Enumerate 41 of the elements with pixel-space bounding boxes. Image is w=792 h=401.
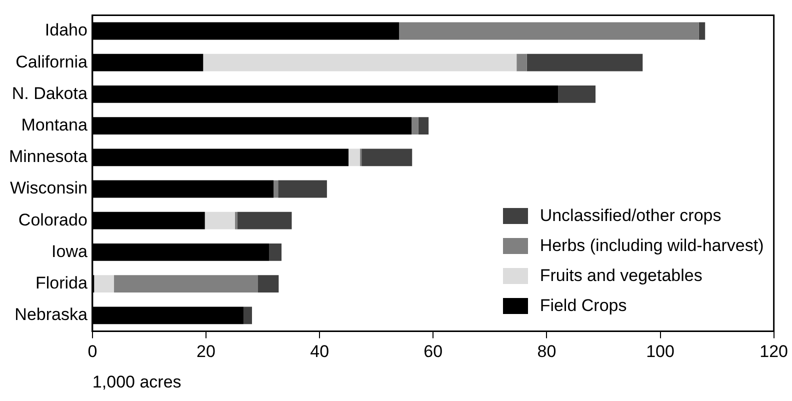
x-tick-label: 60	[424, 342, 443, 362]
y-tick-label: Colorado	[18, 210, 88, 230]
bar	[278, 180, 327, 198]
bar	[204, 212, 235, 230]
y-tick-label: Minnesota	[8, 147, 88, 166]
legend-label: Field Crops	[540, 296, 627, 316]
legend-label: Fruits and vegetables	[540, 266, 702, 286]
legend-label: Herbs (including wild-harvest)	[540, 236, 764, 256]
x-tick-label: 120	[760, 342, 788, 362]
bar	[362, 148, 412, 166]
y-tick-label: California	[16, 52, 88, 72]
x-axis-title: 1,000 acres	[92, 372, 182, 392]
bar	[258, 275, 279, 292]
x-tick-label: 100	[646, 342, 674, 362]
bar	[243, 306, 252, 324]
x-tick-label: 0	[88, 342, 98, 362]
bar	[399, 22, 699, 40]
y-tick-label: Montana	[21, 115, 88, 134]
bar	[516, 54, 527, 72]
bar	[418, 117, 429, 134]
bar	[203, 54, 517, 72]
x-tick-label: 20	[196, 342, 216, 362]
bar	[94, 275, 114, 292]
y-tick-label: Nebraska	[14, 305, 88, 324]
bar	[698, 22, 706, 40]
bar	[558, 86, 596, 103]
legend-label: Unclassified/other crops	[540, 206, 722, 226]
y-tick-label: Florida	[35, 273, 88, 292]
bar	[269, 244, 282, 261]
bar	[237, 212, 292, 230]
bar	[274, 180, 278, 198]
bar	[526, 54, 643, 72]
x-tick-label: 80	[537, 342, 556, 362]
y-tick-label: Wisconsin	[10, 178, 88, 198]
x-tick-label: 40	[310, 342, 330, 362]
bar	[348, 148, 360, 166]
y-tick-label: Iowa	[52, 242, 88, 261]
bar	[114, 275, 258, 292]
y-tick-label: N. Dakota	[12, 84, 88, 103]
bar	[412, 117, 418, 134]
y-tick-label: Idaho	[44, 20, 88, 40]
